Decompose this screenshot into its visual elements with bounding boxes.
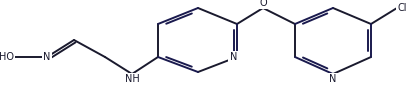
Text: N: N <box>329 74 337 84</box>
Text: HO: HO <box>0 52 14 62</box>
Text: Cl: Cl <box>397 3 407 13</box>
Text: O: O <box>259 0 267 8</box>
Text: NH: NH <box>125 74 139 84</box>
Text: N: N <box>43 52 51 62</box>
Text: N: N <box>229 52 237 62</box>
